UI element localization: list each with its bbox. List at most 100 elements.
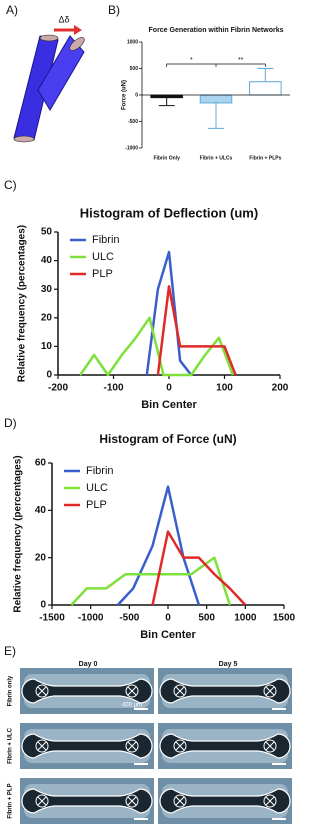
row-label: Fibrin only — [8, 675, 14, 706]
y-tick-label: 20 — [35, 552, 47, 563]
x-tick-label: 500 — [198, 613, 215, 624]
series-line — [70, 556, 232, 606]
y-tick-label: 20 — [41, 312, 53, 323]
y-axis-label: Force (uN) — [122, 80, 128, 110]
cylinder-diagram: Δδ — [13, 14, 85, 143]
y-axis-label: Relative frequency (percentages) — [17, 225, 28, 382]
post — [173, 684, 187, 698]
chart-title: Histogram of Deflection (um) — [80, 205, 258, 220]
x-tick-label: -500 — [119, 613, 139, 624]
post-cross — [265, 741, 275, 751]
y-axis-label: Relative frequency (percentages) — [13, 455, 24, 612]
row-label: Fibrin + PLP — [8, 783, 14, 818]
x-tick-label: Fibrin Only — [153, 155, 180, 161]
post-cross — [265, 796, 275, 806]
legend-label: ULC — [86, 482, 108, 494]
x-tick-label: 1000 — [234, 613, 257, 624]
post-cross — [175, 741, 185, 751]
figure: Δδ A) B) C) D) E) Day 0 Day 5 Fibrin onl… — [4, 3, 296, 824]
arrow-label: Δδ — [58, 14, 69, 24]
x-tick-label: Fibrin + PLPs — [249, 155, 281, 161]
y-tick-label: 10 — [41, 341, 53, 352]
x-axis-label: Bin Center — [140, 629, 196, 641]
column-label: Day 0 — [79, 661, 98, 668]
legend-label: ULC — [92, 251, 114, 263]
post — [173, 739, 187, 753]
cylinder-end — [13, 135, 35, 143]
y-tick-label: 60 — [35, 458, 47, 469]
x-tick-label: 200 — [272, 383, 289, 394]
post-cross — [37, 741, 47, 751]
cylinder — [37, 35, 85, 111]
panel-label: D) — [4, 416, 17, 430]
post-cross — [175, 686, 185, 696]
x-tick-label: Fibrin + ULCs — [200, 155, 233, 161]
x-tick-label: 0 — [165, 613, 171, 624]
legend-label: Fibrin — [92, 234, 120, 246]
x-tick-label: 1500 — [273, 613, 296, 624]
panel-label: E) — [4, 644, 16, 658]
micrographs — [20, 668, 292, 824]
x-tick-label: 100 — [216, 383, 233, 394]
post — [125, 684, 139, 698]
y-tick-label: 0 — [46, 370, 52, 381]
legend-label: Fibrin — [86, 465, 114, 477]
significance-bracket — [166, 63, 266, 67]
post-cross — [127, 741, 137, 751]
arrow-head — [74, 25, 82, 35]
dogbone — [159, 788, 291, 814]
post-cross — [127, 796, 137, 806]
post — [173, 794, 187, 808]
post-cross — [127, 686, 137, 696]
chart-title: Histogram of Force (uN) — [99, 432, 236, 446]
significance-label: ** — [238, 57, 244, 64]
dogbone — [21, 788, 153, 814]
dogbone — [159, 733, 291, 759]
error-bar — [257, 68, 274, 82]
panel-label: B) — [108, 3, 120, 17]
x-tick-label: 0 — [166, 383, 172, 394]
y-tick-label: 0 — [135, 92, 138, 98]
y-tick-label: 40 — [35, 505, 47, 516]
error-bar — [208, 102, 224, 129]
post — [263, 794, 277, 808]
post — [263, 739, 277, 753]
post — [35, 739, 49, 753]
x-tick-label: -100 — [103, 383, 123, 394]
post — [35, 794, 49, 808]
scale-bar-label: 400 μm — [122, 703, 142, 709]
y-tick-label: 1000 — [127, 39, 138, 45]
dogbone — [21, 733, 153, 759]
post — [263, 684, 277, 698]
error-bar — [158, 97, 175, 107]
y-tick-label: 0 — [40, 600, 46, 611]
y-tick-label: 500 — [130, 66, 139, 72]
chart-title: Force Generation within Fibrin Networks — [149, 27, 284, 34]
y-tick-label: 50 — [41, 227, 53, 238]
legend-label: PLP — [92, 268, 113, 280]
panel-label: A) — [6, 3, 18, 17]
significance-label: * — [190, 57, 193, 64]
y-tick-label: -1000 — [125, 145, 138, 151]
x-tick-label: -200 — [48, 383, 68, 394]
y-tick-label: 30 — [41, 284, 53, 295]
post-cross — [37, 796, 47, 806]
cylinder-end — [39, 34, 59, 42]
x-tick-label: -1500 — [39, 613, 65, 624]
series-line — [145, 250, 193, 376]
bar — [249, 81, 282, 96]
column-label: Day 5 — [219, 661, 238, 668]
row-label: Fibrin + ULC — [8, 727, 14, 764]
post-cross — [265, 686, 275, 696]
post — [125, 739, 139, 753]
dogbone — [21, 678, 153, 704]
x-axis-label: Bin Center — [141, 399, 197, 411]
post — [125, 794, 139, 808]
post — [35, 684, 49, 698]
bar — [199, 94, 233, 104]
legend-label: PLP — [86, 499, 107, 511]
x-tick-label: -1000 — [78, 613, 104, 624]
y-tick-label: 40 — [41, 255, 53, 266]
series-line — [79, 316, 234, 377]
series-line — [156, 285, 237, 376]
